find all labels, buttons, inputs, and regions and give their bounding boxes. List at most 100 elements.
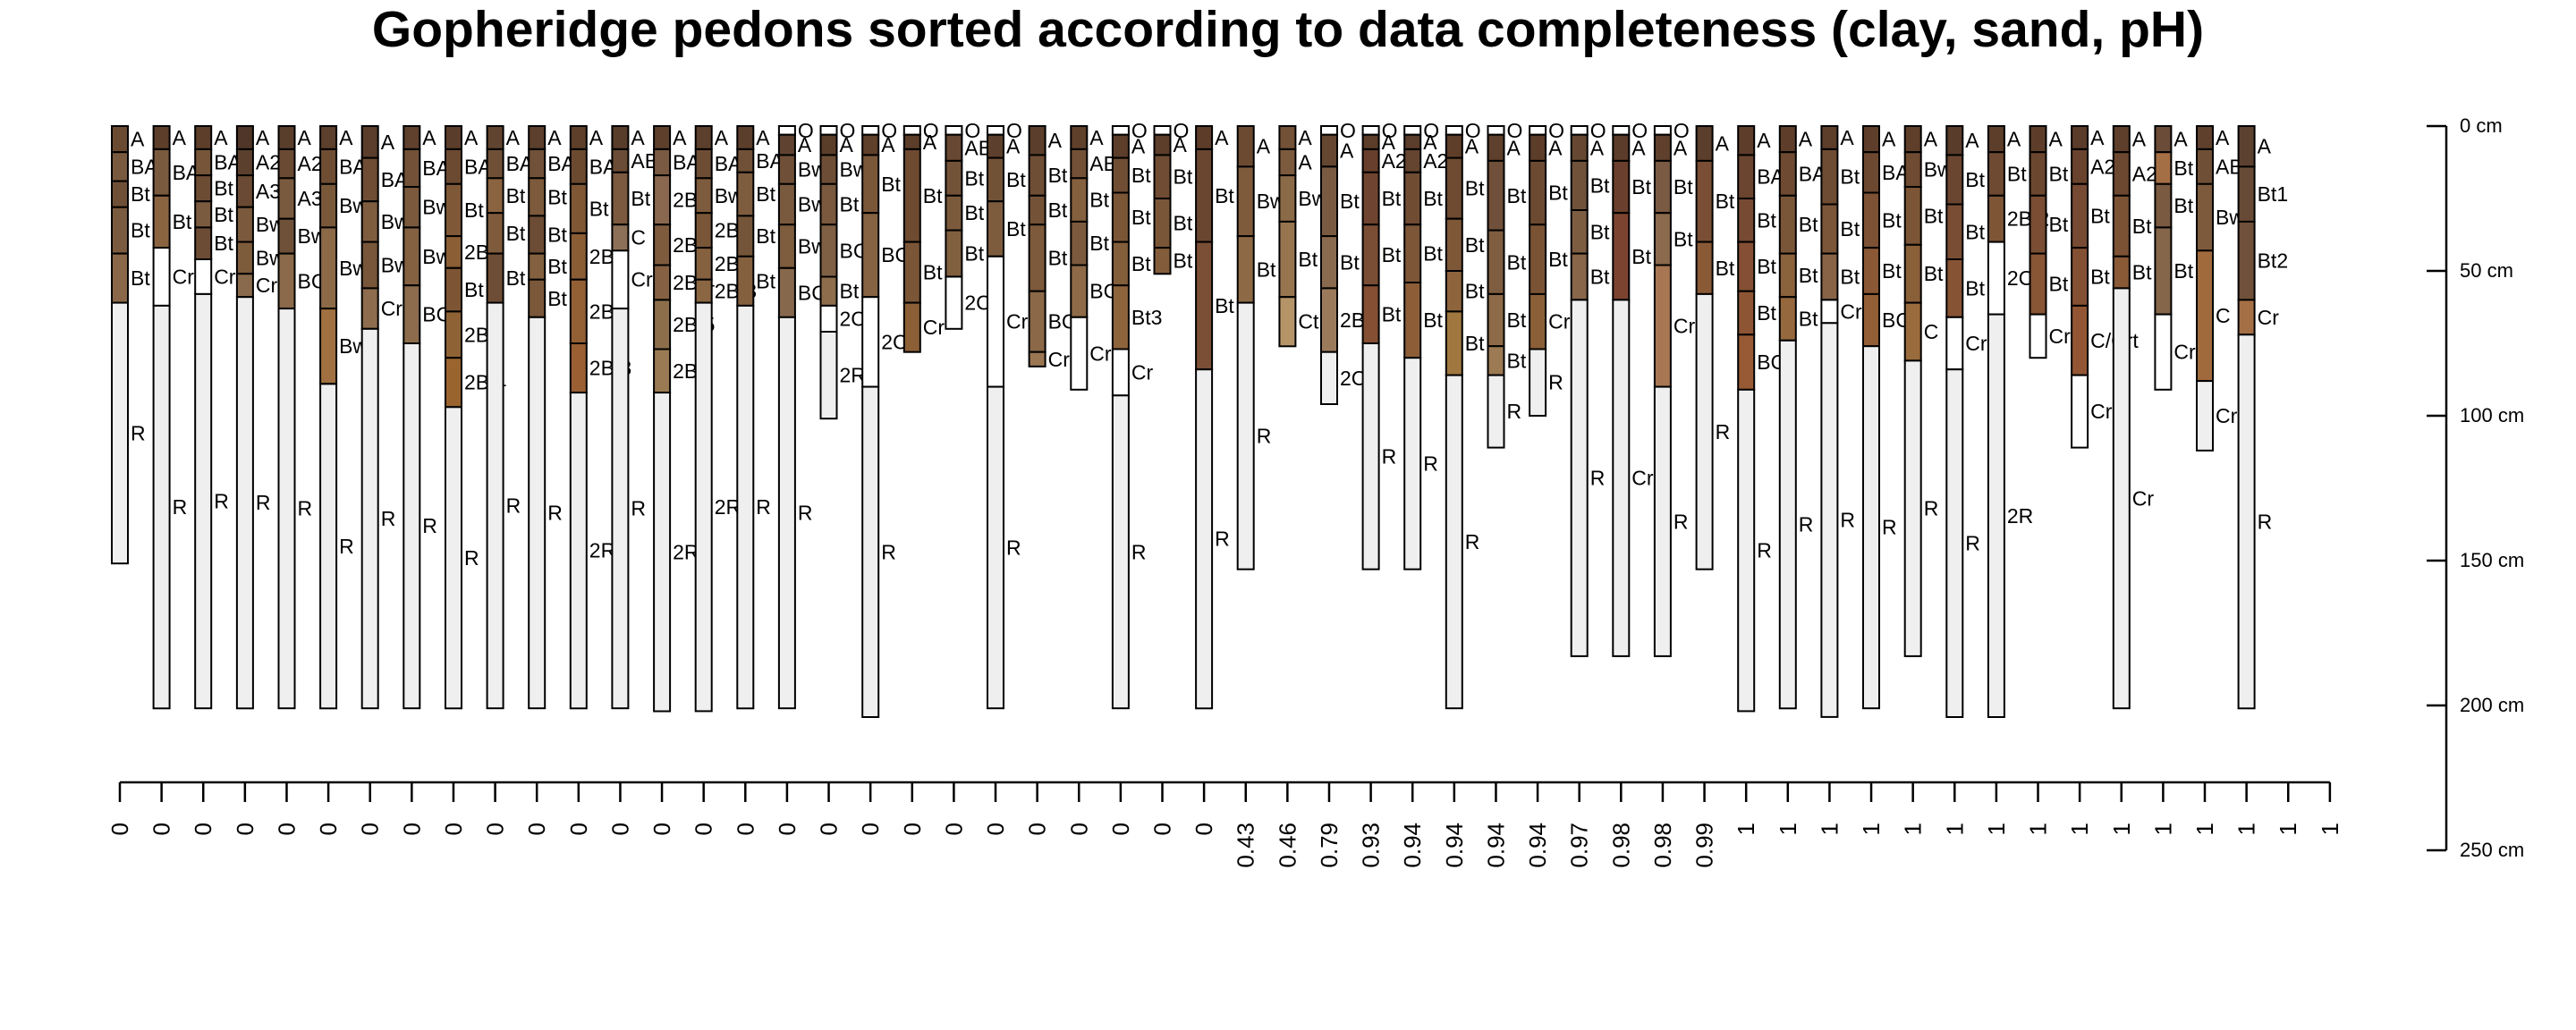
horizon-label: Bt bbox=[1674, 175, 1693, 198]
horizon-label: R bbox=[631, 497, 646, 520]
horizon-block bbox=[111, 151, 129, 182]
horizon-block bbox=[2112, 255, 2131, 290]
horizon-label: R bbox=[381, 507, 396, 530]
horizon-block bbox=[2237, 220, 2256, 301]
horizon-block bbox=[611, 171, 630, 226]
horizon-label: A bbox=[2216, 126, 2230, 149]
score-tick-label: 1 bbox=[1816, 823, 1843, 835]
horizon-block bbox=[2154, 226, 2173, 316]
horizon-label: R bbox=[1757, 539, 1772, 562]
horizon-block bbox=[528, 125, 547, 150]
horizon-label: Bt bbox=[923, 184, 943, 207]
horizon-block bbox=[445, 310, 462, 359]
horizon-block bbox=[1111, 125, 1130, 136]
horizon-label: Bt bbox=[1257, 258, 1276, 281]
soil-profile: OA Bt Bt Bt Bt R bbox=[1445, 119, 1485, 710]
horizon-label: Bt bbox=[2132, 215, 2152, 238]
horizon-block bbox=[1612, 299, 1631, 657]
horizon-block bbox=[819, 125, 838, 136]
horizon-block bbox=[694, 212, 713, 249]
horizon-block bbox=[360, 200, 379, 243]
score-tick-label: 0 bbox=[1024, 823, 1051, 835]
horizon-block bbox=[1987, 313, 2005, 718]
horizon-label: O bbox=[1674, 119, 1690, 142]
horizon-label: Bt bbox=[1174, 212, 1193, 235]
horizon-block bbox=[1403, 357, 1422, 570]
horizon-label: Bt bbox=[964, 166, 984, 190]
horizon-block bbox=[653, 392, 672, 713]
score-tick-label: 0.94 bbox=[1482, 823, 1509, 868]
horizon-label: 2C bbox=[1340, 367, 1366, 390]
horizon-label: Bt bbox=[1507, 184, 1527, 207]
horizon-label: Ct bbox=[1298, 310, 1319, 333]
horizon-label: A bbox=[589, 126, 604, 149]
horizon-block bbox=[1111, 394, 1130, 710]
score-tick-label: 1 bbox=[1858, 823, 1885, 835]
horizon-block bbox=[1320, 165, 1338, 238]
horizon-block bbox=[2071, 247, 2089, 307]
horizon-block bbox=[1529, 348, 1547, 417]
horizon-block bbox=[486, 301, 504, 710]
horizon-block bbox=[987, 200, 1004, 258]
horizon-block bbox=[2112, 194, 2131, 258]
depth-tick-label: 150 cm bbox=[2460, 549, 2524, 571]
horizon-block bbox=[445, 357, 462, 409]
horizon-block bbox=[111, 180, 129, 208]
horizon-label: A bbox=[1131, 135, 1146, 158]
horizon-label: Cr bbox=[381, 297, 403, 320]
horizon-block bbox=[1111, 241, 1130, 287]
score-tick-label: 0 bbox=[857, 823, 884, 835]
horizon-block bbox=[235, 296, 254, 710]
score-tick-label: 0 bbox=[523, 823, 550, 835]
horizon-block bbox=[402, 125, 421, 150]
horizon-label: A bbox=[1423, 131, 1437, 154]
horizon-block bbox=[445, 148, 462, 185]
horizon-label: A bbox=[1716, 131, 1730, 155]
horizon-block bbox=[1612, 212, 1631, 301]
horizon-block bbox=[569, 148, 588, 185]
score-tick-label: 0 bbox=[232, 823, 258, 835]
horizon-label: R bbox=[256, 491, 271, 514]
horizon-block bbox=[402, 284, 421, 345]
horizon-block bbox=[1820, 322, 1839, 718]
horizon-block bbox=[902, 125, 921, 136]
horizon-block bbox=[319, 383, 338, 710]
horizon-label: Bt bbox=[840, 280, 860, 303]
horizon-block bbox=[2071, 182, 2089, 249]
score-tick-label: 1 bbox=[1983, 823, 2010, 835]
horizon-block bbox=[777, 154, 796, 185]
horizon-block bbox=[2071, 304, 2089, 376]
horizon-label: R bbox=[547, 502, 563, 525]
horizon-block bbox=[111, 125, 129, 154]
horizon-block bbox=[152, 247, 171, 307]
horizon-label: Bt bbox=[1089, 189, 1109, 212]
horizon-label: Bt bbox=[1382, 303, 1402, 326]
horizon-label: R bbox=[2258, 510, 2273, 533]
horizon-label: A bbox=[1298, 151, 1312, 174]
horizon-block bbox=[569, 232, 588, 281]
horizon-block bbox=[360, 241, 379, 290]
horizon-label: A bbox=[1048, 129, 1063, 152]
horizon-label: Bt bbox=[1048, 246, 1068, 269]
horizon-block bbox=[402, 148, 421, 188]
horizon-label: 2R bbox=[2007, 504, 2033, 528]
horizon-label: A bbox=[2174, 128, 2188, 151]
score-tick-label: 0.99 bbox=[1691, 823, 1718, 868]
score-tick-label: 0 bbox=[315, 823, 342, 835]
horizon-block bbox=[1945, 258, 1964, 318]
horizon-block bbox=[653, 299, 672, 350]
horizon-label: Bt bbox=[1174, 165, 1193, 189]
horizon-block bbox=[194, 174, 213, 203]
horizon-label: R bbox=[1257, 425, 1272, 448]
horizon-block bbox=[1278, 174, 1297, 223]
horizon-block bbox=[1111, 348, 1130, 397]
